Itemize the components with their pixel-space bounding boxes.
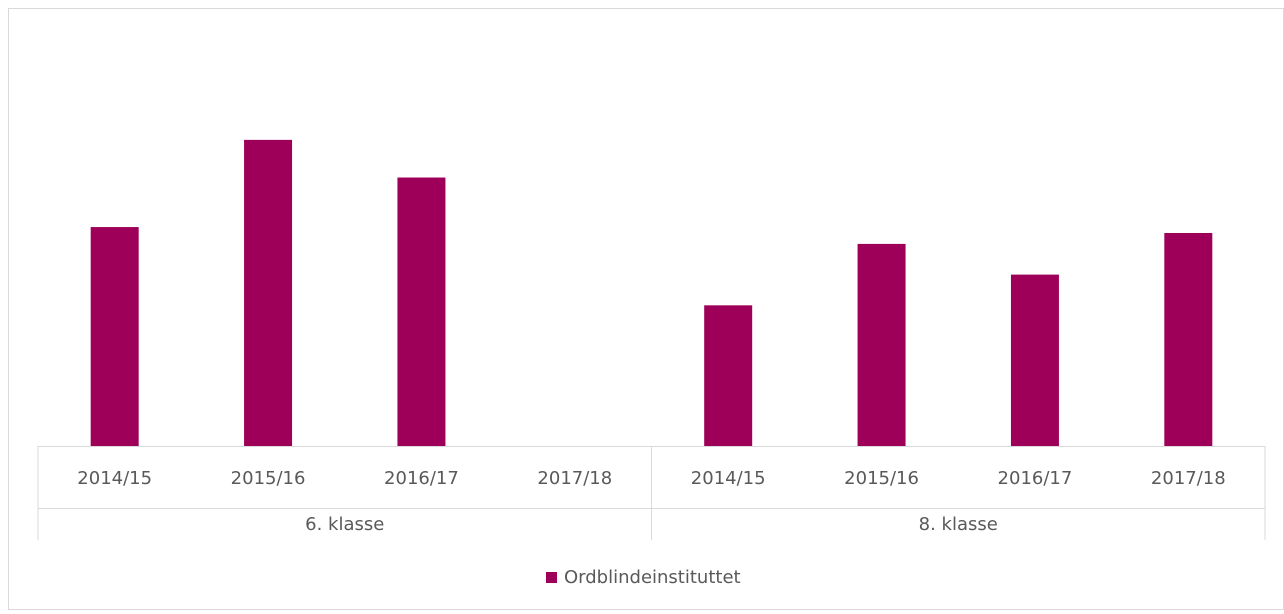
x-tick-label: 2015/16 [231, 468, 306, 489]
bar [397, 177, 446, 446]
bar [1010, 274, 1059, 446]
bar [1164, 233, 1213, 446]
group-label: 8. klasse [919, 514, 998, 535]
bar [90, 227, 139, 446]
chart-frame [8, 8, 1284, 610]
x-tick-label: 2015/16 [844, 468, 919, 489]
x-tick-label: 2016/17 [384, 468, 459, 489]
x-tick-label: 2017/18 [1151, 468, 1226, 489]
bar [244, 139, 293, 446]
group-label: 6. klasse [305, 514, 384, 535]
legend-label: Ordblindeinstituttet [564, 567, 741, 588]
x-tick-label: 2014/15 [691, 468, 766, 489]
x-tick-label: 2017/18 [537, 468, 612, 489]
bar [857, 243, 906, 446]
x-tick-label: 2014/15 [77, 468, 152, 489]
legend-swatch [546, 572, 557, 583]
x-tick-label: 2016/17 [998, 468, 1073, 489]
bar [704, 305, 753, 446]
